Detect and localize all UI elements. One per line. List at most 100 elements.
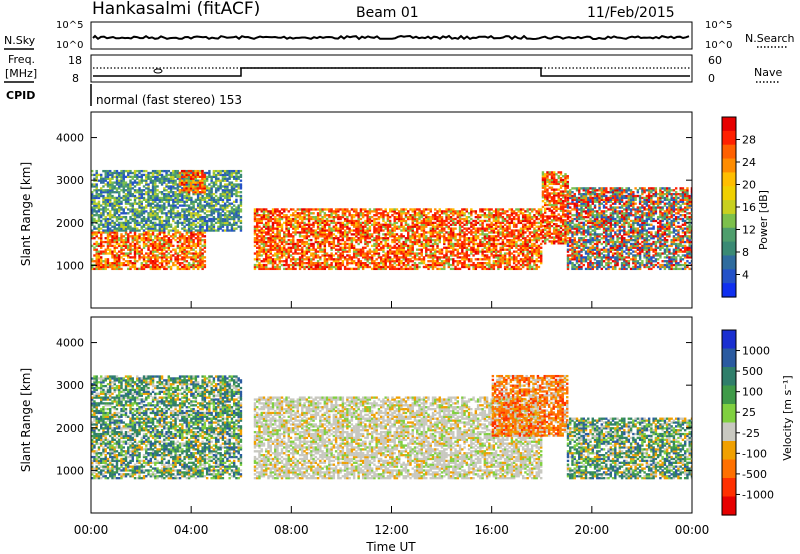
- power-echo-cell: [343, 250, 347, 253]
- power-echo-cell: [208, 173, 211, 177]
- power-echo-cell: [289, 242, 293, 246]
- power-echo-cell: [256, 258, 259, 261]
- power-echo-cell: [113, 238, 116, 242]
- power-echo-cell: [127, 244, 130, 248]
- power-echo-cell: [312, 223, 315, 226]
- power-echo-cell: [386, 227, 390, 230]
- power-echo-cell: [323, 235, 327, 238]
- power-echo-cell: [140, 208, 143, 211]
- power-echo-cell: [129, 189, 132, 192]
- power-echo-cell: [334, 208, 338, 211]
- power-echo-cell: [280, 260, 284, 263]
- power-echo-cell: [267, 215, 270, 219]
- power-echo-cell: [296, 246, 299, 249]
- power-echo-cell: [294, 252, 297, 255]
- power-echo-cell: [438, 229, 441, 232]
- power-echo-cell: [393, 217, 396, 221]
- power-echo-cell: [357, 248, 360, 251]
- power-echo-cell: [422, 210, 426, 213]
- power-echo-cell: [167, 238, 171, 242]
- power-echo-cell: [145, 223, 148, 226]
- power-echo-cell: [479, 208, 482, 211]
- power-echo-cell: [508, 233, 511, 236]
- power-echo-cell: [402, 248, 405, 251]
- power-echo-cell: [176, 177, 180, 180]
- power-echo-cell: [223, 229, 227, 232]
- power-echo-cell: [221, 210, 225, 213]
- power-echo-cell: [294, 244, 297, 248]
- power-echo-cell: [113, 254, 116, 257]
- power-echo-cell: [278, 214, 281, 217]
- power-echo-cell: [321, 265, 324, 269]
- power-echo-cell: [138, 250, 141, 253]
- power-echo-cell: [226, 169, 229, 173]
- power-echo-cell: [142, 260, 146, 263]
- power-echo-cell: [138, 187, 141, 190]
- power-echo-cell: [145, 173, 148, 177]
- power-echo-cell: [109, 223, 112, 226]
- power-echo-cell: [122, 244, 125, 248]
- power-echo-cell: [267, 223, 270, 226]
- power-echo-cell: [411, 215, 414, 219]
- power-echo-cell: [151, 263, 155, 267]
- power-echo-cell: [352, 244, 356, 248]
- power-echo-cell: [319, 212, 322, 215]
- power-echo-cell: [93, 237, 96, 240]
- power-echo-cell: [416, 214, 419, 217]
- power-echo-cell: [427, 244, 430, 248]
- power-echo-cell: [418, 240, 421, 244]
- power-echo-cell: [400, 250, 403, 253]
- power-echo-cell: [228, 194, 231, 198]
- power-echo-cell: [402, 229, 405, 232]
- power-echo-cell: [183, 238, 186, 242]
- power-echo-cell: [97, 261, 101, 265]
- power-echo-cell: [194, 214, 198, 217]
- power-echo-cell: [470, 237, 473, 240]
- power-echo-cell: [102, 200, 105, 203]
- power-echo-cell: [467, 238, 471, 242]
- power-echo-cell: [140, 179, 143, 182]
- power-echo-cell: [97, 229, 101, 232]
- power-echo-cell: [413, 256, 417, 259]
- power-echo-cell: [388, 256, 392, 259]
- power-echo-cell: [386, 237, 390, 240]
- power-echo-cell: [176, 258, 180, 261]
- power-echo-cell: [334, 212, 338, 215]
- power-echo-cell: [122, 212, 125, 215]
- power-echo-cell: [452, 223, 455, 226]
- power-echo-cell: [382, 214, 385, 217]
- power-echo-cell: [104, 173, 107, 177]
- power-echo-cell: [100, 175, 103, 179]
- power-echo-cell: [470, 246, 473, 249]
- power-echo-cell: [124, 240, 128, 244]
- power-echo-cell: [221, 191, 225, 194]
- power-echo-cell: [253, 233, 257, 236]
- noise-panel: 10^5 10^0 10^5 10^0: [56, 20, 732, 51]
- power-echo-cell: [348, 229, 351, 232]
- power-echo-cell: [334, 252, 338, 255]
- freq-tick-left-top: 18: [68, 54, 82, 67]
- power-echo-cell: [296, 215, 299, 219]
- power-echo-cell: [208, 229, 211, 232]
- power-echo-cell: [370, 261, 374, 265]
- power-echo-cell: [217, 219, 220, 223]
- power-echo-cell: [375, 212, 378, 215]
- power-echo-cell: [366, 217, 369, 221]
- power-echo-cell: [485, 225, 489, 228]
- power-echo-cell: [230, 208, 234, 211]
- power-echo-cell: [253, 263, 257, 267]
- power-echo-cell: [156, 189, 159, 192]
- power-echo-cell: [147, 231, 150, 234]
- power-echo-cell: [100, 219, 103, 223]
- power-echo-cell: [456, 212, 460, 215]
- power-echo-cell: [321, 267, 324, 271]
- power-echo-cell: [285, 227, 288, 230]
- power-echo-cell: [289, 258, 293, 261]
- power-echo-cell: [187, 179, 191, 182]
- power-echo-cell: [395, 260, 399, 263]
- power-echo-cell: [260, 221, 263, 225]
- power-echo-cell: [111, 261, 114, 265]
- power-echo-cell: [115, 240, 119, 244]
- power-echo-cell: [256, 225, 259, 228]
- power-echo-cell: [256, 227, 259, 230]
